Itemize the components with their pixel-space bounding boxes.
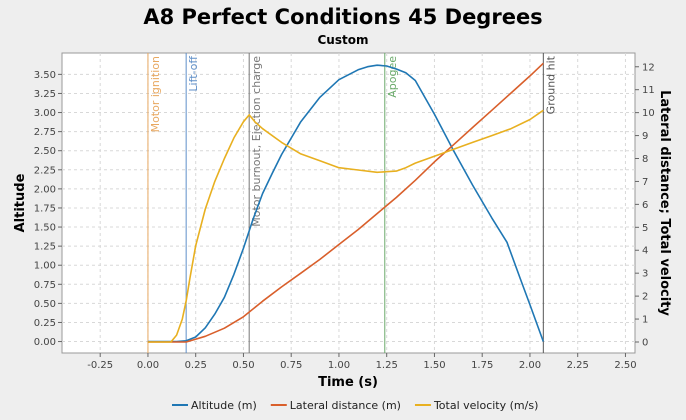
y2-tick-label: 6: [642, 200, 648, 211]
x-tick-label: 2.25: [567, 360, 589, 371]
chart-title: A8 Perfect Conditions 45 Degrees: [143, 5, 542, 29]
y2-tick-label: 12: [642, 62, 655, 73]
y-tick-label: 2.00: [34, 184, 56, 195]
x-tick-label: 0.50: [232, 360, 254, 371]
x-tick-label: 0.75: [280, 360, 302, 371]
y-tick-label: 3.25: [34, 89, 56, 100]
y2-tick-label: 2: [642, 292, 648, 303]
x-tick-label: 1.00: [328, 360, 350, 371]
x-tick-label: 1.50: [423, 360, 445, 371]
y-axis-label: Altitude: [13, 173, 28, 232]
lateral-distance-line: [147, 62, 544, 343]
y-tick-label: 3.00: [34, 108, 56, 119]
y-tick-label: 2.50: [34, 146, 56, 157]
legend-label: Total velocity (m/s): [433, 399, 538, 412]
y2-axis-label: Lateral distance; Total velocity: [657, 90, 672, 316]
legend-label: Lateral distance (m): [290, 399, 401, 412]
y-tick-label: 0.75: [34, 280, 56, 291]
x-tick-label: 0.00: [137, 360, 159, 371]
x-tick-label: 2.00: [519, 360, 541, 371]
plot-area: [61, 52, 636, 354]
series-lines: [147, 62, 545, 343]
event-label: Apogee: [386, 56, 399, 98]
y-tick-label: 1.00: [34, 261, 56, 272]
y2-tick-label: 7: [642, 177, 648, 188]
x-tick-label: 0.25: [185, 360, 207, 371]
y-tick-label: 1.75: [34, 203, 56, 214]
y-tick-label: 0.00: [34, 337, 56, 348]
y2-tick-label: 3: [642, 269, 648, 280]
y-tick-label: 0.25: [34, 318, 56, 329]
y-tick-label: 2.75: [34, 127, 56, 138]
y2-tick-label: 5: [642, 223, 648, 234]
y-tick-label: 2.25: [34, 165, 56, 176]
axis-ticks: -0.25 0.00 0.25 0.50 0.75 1.00 1.25 1.50 1.75 2.0…: [34, 62, 655, 371]
y2-tick-label: 1: [642, 315, 648, 326]
y2-tick-label: 9: [642, 131, 648, 142]
event-label: Motor burnout, Ejection charge: [250, 56, 263, 227]
legend: Altitude (m) Lateral distance (m) Total ve…: [172, 399, 538, 412]
x-tick-label: 1.75: [471, 360, 493, 371]
y-tick-label: 3.50: [34, 70, 56, 81]
y2-tick-label: 8: [642, 154, 648, 165]
y2-tick-label: 11: [642, 85, 655, 96]
y2-tick-label: 0: [642, 337, 648, 348]
y2-tick-label: 4: [642, 246, 648, 257]
altitude-line: [147, 64, 545, 343]
legend-label: Altitude (m): [191, 399, 257, 412]
chart-subtitle: Custom: [318, 33, 369, 47]
x-tick-label: 2.50: [614, 360, 636, 371]
x-tick-label: -0.25: [87, 360, 113, 371]
event-label: Motor ignition: [149, 56, 162, 132]
x-tick-label: 1.25: [376, 360, 398, 371]
x-axis-label: Time (s): [318, 375, 378, 390]
y-tick-label: 1.50: [34, 223, 56, 234]
total-velocity-line: [147, 109, 544, 343]
event-label: Ground hit: [544, 55, 557, 114]
y-tick-label: 1.25: [34, 242, 56, 253]
event-label: Lift-off: [187, 56, 200, 92]
y2-tick-label: 10: [642, 108, 655, 119]
y-tick-label: 0.50: [34, 299, 56, 310]
